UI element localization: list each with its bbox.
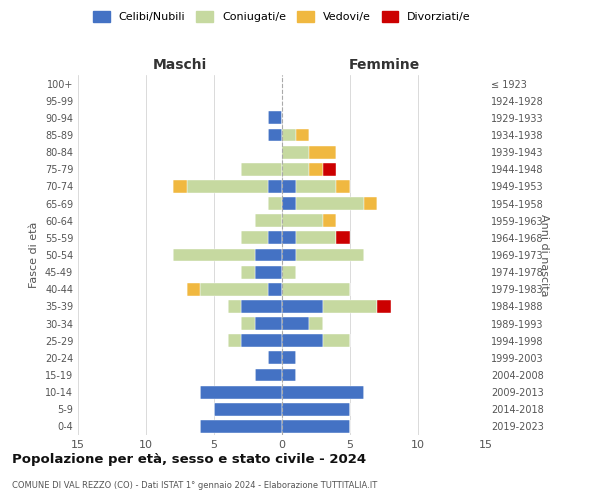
Bar <box>309 146 337 158</box>
Bar <box>337 232 350 244</box>
Bar <box>309 317 323 330</box>
Bar <box>282 368 296 382</box>
Bar <box>296 248 364 262</box>
Bar <box>268 180 282 193</box>
Bar <box>296 128 309 141</box>
Bar <box>282 128 296 141</box>
Bar <box>268 352 282 364</box>
Bar <box>255 368 282 382</box>
Bar <box>296 197 364 210</box>
Bar <box>200 283 268 296</box>
Bar <box>377 300 391 313</box>
Bar <box>282 197 296 210</box>
Bar <box>255 317 282 330</box>
Bar <box>282 317 309 330</box>
Bar <box>255 214 282 227</box>
Text: Femmine: Femmine <box>349 58 419 71</box>
Bar <box>282 352 296 364</box>
Bar <box>282 283 350 296</box>
Bar <box>227 300 241 313</box>
Bar <box>296 180 337 193</box>
Y-axis label: Anni di nascita: Anni di nascita <box>539 214 549 296</box>
Bar <box>323 214 337 227</box>
Bar <box>282 180 296 193</box>
Bar <box>241 317 255 330</box>
Text: Popolazione per età, sesso e stato civile - 2024: Popolazione per età, sesso e stato civil… <box>12 452 366 466</box>
Bar <box>268 128 282 141</box>
Bar <box>282 403 350 415</box>
Bar <box>282 248 296 262</box>
Bar <box>227 334 241 347</box>
Bar <box>282 420 350 433</box>
Bar <box>309 163 323 175</box>
Bar <box>241 266 255 278</box>
Bar <box>214 403 282 415</box>
Bar <box>241 334 282 347</box>
Bar <box>282 266 296 278</box>
Bar <box>337 180 350 193</box>
Bar <box>282 146 309 158</box>
Bar <box>241 232 268 244</box>
Bar <box>323 163 337 175</box>
Bar <box>282 300 323 313</box>
Bar <box>255 248 282 262</box>
Bar <box>241 300 282 313</box>
Text: Maschi: Maschi <box>153 58 207 71</box>
Bar <box>200 386 282 398</box>
Bar <box>323 300 377 313</box>
Bar <box>364 197 377 210</box>
Bar <box>282 232 296 244</box>
Text: COMUNE DI VAL REZZO (CO) - Dati ISTAT 1° gennaio 2024 - Elaborazione TUTTITALIA.: COMUNE DI VAL REZZO (CO) - Dati ISTAT 1°… <box>12 480 377 490</box>
Bar <box>173 180 187 193</box>
Bar <box>187 283 200 296</box>
Bar <box>282 334 323 347</box>
Bar <box>282 386 364 398</box>
Bar <box>296 232 337 244</box>
Bar <box>187 180 268 193</box>
Bar <box>255 266 282 278</box>
Bar <box>268 197 282 210</box>
Bar <box>282 163 309 175</box>
Y-axis label: Fasce di età: Fasce di età <box>29 222 39 288</box>
Bar <box>268 112 282 124</box>
Bar <box>282 214 323 227</box>
Bar <box>268 232 282 244</box>
Bar <box>200 420 282 433</box>
Bar <box>268 283 282 296</box>
Bar <box>241 163 282 175</box>
Bar <box>173 248 255 262</box>
Bar <box>323 334 350 347</box>
Legend: Celibi/Nubili, Coniugati/e, Vedovi/e, Divorziati/e: Celibi/Nubili, Coniugati/e, Vedovi/e, Di… <box>93 10 471 22</box>
